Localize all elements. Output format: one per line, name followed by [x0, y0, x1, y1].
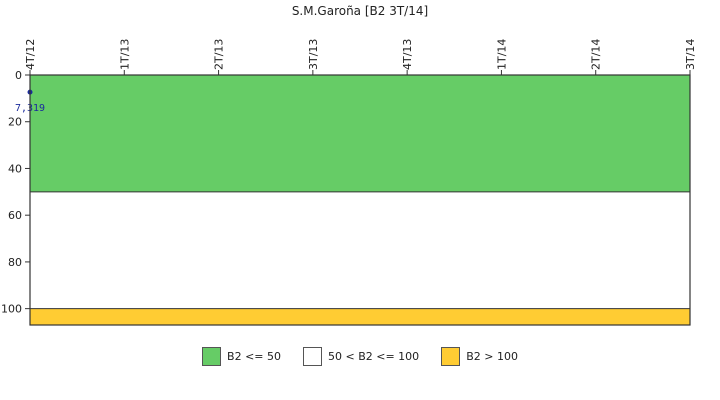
- legend-label-low: B2 <= 50: [227, 349, 281, 363]
- x-tick-label: 1T/13: [118, 39, 131, 70]
- y-tick-label: 100: [1, 303, 22, 316]
- x-tick-label: 4T/13: [401, 39, 414, 70]
- legend-item-high: B2 > 100: [441, 346, 518, 366]
- legend-item-mid: 50 < B2 <= 100: [303, 346, 420, 366]
- y-tick-label: 0: [15, 69, 22, 82]
- y-axis: 0 20 40 60 80 100: [1, 69, 30, 316]
- y-tick-label: 20: [8, 116, 22, 129]
- legend-swatch-low: [202, 346, 222, 366]
- band-2: [30, 308, 690, 325]
- y-tick-label: 40: [8, 162, 22, 175]
- x-tick-label: 1T/14: [495, 39, 508, 70]
- y-tick-label: 80: [8, 256, 22, 269]
- y-tick-label: 60: [8, 209, 22, 222]
- plot-frame: [29, 74, 691, 326]
- x-tick-label: 2T/14: [590, 39, 603, 70]
- x-axis: 4T/12 1T/13 2T/13 3T/13 4T/13 1T/14 2T/14 3T/14: [24, 39, 697, 75]
- x-tick-label: 3T/13: [307, 39, 320, 70]
- band-1: [30, 191, 690, 309]
- bands-layer: [30, 75, 690, 325]
- band-0: [30, 75, 690, 192]
- legend: B2 <= 50 50 < B2 <= 100 B2 > 100: [0, 344, 720, 368]
- x-tick-label: 4T/12: [24, 39, 37, 70]
- legend-label-mid: 50 < B2 <= 100: [328, 349, 420, 363]
- chart-title: S.M.Garoña [B2 3T/14]: [292, 4, 428, 18]
- x-tick-label: 3T/14: [684, 39, 697, 70]
- x-tick-label: 2T/13: [213, 39, 226, 70]
- legend-swatch-mid: [303, 346, 322, 366]
- legend-item-low: B2 <= 50: [202, 346, 281, 366]
- legend-swatch-high: [441, 346, 461, 366]
- legend-label-high: B2 > 100: [466, 349, 518, 363]
